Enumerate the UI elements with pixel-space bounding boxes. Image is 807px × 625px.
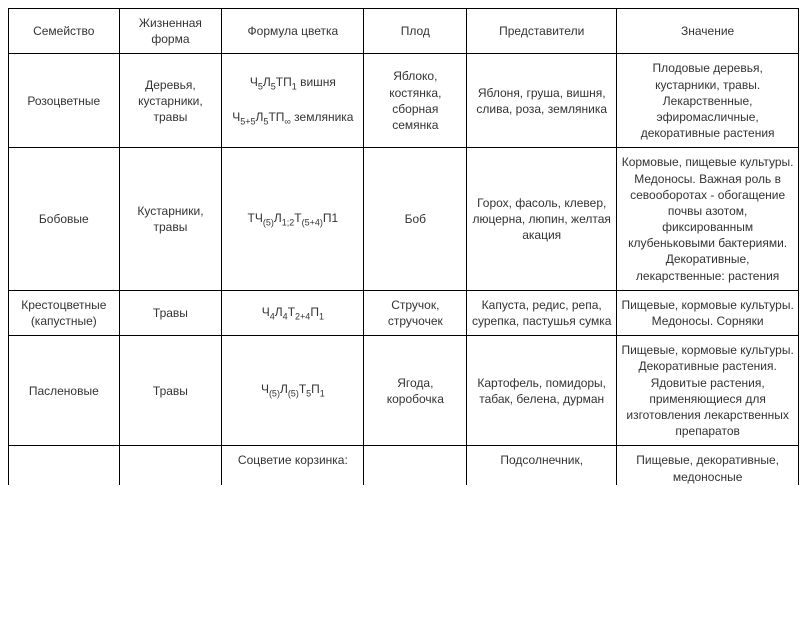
table-row: РозоцветныеДеревья, кустарники, травыЧ5Л… [9, 54, 799, 148]
cell-reps: Горох, фасоль, клевер, люцерна, люпин, ж… [467, 148, 617, 291]
table-row: Крестоцветные (капустные)ТравыЧ4Л4Т2+4П1… [9, 290, 799, 335]
cell-meaning: Плодовые деревья, кустарники, травы. Лек… [617, 54, 799, 148]
cell-reps: Подсолнечник, [467, 446, 617, 485]
col-header-meaning: Значение [617, 9, 799, 54]
cell-meaning: Пищевые, декоративные, медоносные [617, 446, 799, 485]
col-header-reps: Представители [467, 9, 617, 54]
cell-formula: ТЧ(5)Л1;2Т(5+4)П1 [222, 148, 364, 291]
cell-life-form: Травы [119, 336, 222, 446]
table-header-row: Семейство Жизненная форма Формула цветка… [9, 9, 799, 54]
col-header-formula: Формула цветка [222, 9, 364, 54]
table-row: ПасленовыеТравыЧ(5)Л(5)Т5П1Ягода, коробо… [9, 336, 799, 446]
cell-formula: Ч(5)Л(5)Т5П1 [222, 336, 364, 446]
table-wrapper: Семейство Жизненная форма Формула цветка… [8, 8, 799, 617]
cell-family [9, 446, 120, 485]
cell-fruit: Стручок, стручочек [364, 290, 467, 335]
cell-family: Розоцветные [9, 54, 120, 148]
cell-formula: Ч5Л5ТП1 вишняЧ5+5Л5ТП∞ земляника [222, 54, 364, 148]
cell-meaning: Кормовые, пищевые культуры. Медоносы. Ва… [617, 148, 799, 291]
cell-life-form [119, 446, 222, 485]
col-header-life-form: Жизненная форма [119, 9, 222, 54]
cell-fruit: Яблоко, костянка, сборная семянка [364, 54, 467, 148]
cell-meaning: Пищевые, кормовые культуры. Декоративные… [617, 336, 799, 446]
cell-reps: Яблоня, груша, вишня, слива, роза, земля… [467, 54, 617, 148]
cell-family: Бобовые [9, 148, 120, 291]
cell-fruit: Боб [364, 148, 467, 291]
cell-formula: Ч4Л4Т2+4П1 [222, 290, 364, 335]
table-row: БобовыеКустарники, травыТЧ(5)Л1;2Т(5+4)П… [9, 148, 799, 291]
col-header-fruit: Плод [364, 9, 467, 54]
cell-fruit [364, 446, 467, 485]
table-row: Соцветие корзинка: Подсолнечник,Пищевые, … [9, 446, 799, 485]
col-header-family: Семейство [9, 9, 120, 54]
table-body: РозоцветныеДеревья, кустарники, травыЧ5Л… [9, 54, 799, 485]
cell-reps: Капуста, редис, репа, сурепка, пастушья … [467, 290, 617, 335]
cell-family: Пасленовые [9, 336, 120, 446]
cell-life-form: Травы [119, 290, 222, 335]
cell-meaning: Пищевые, кормовые культуры. Медоносы. Со… [617, 290, 799, 335]
cell-formula: Соцветие корзинка: [222, 446, 364, 485]
cell-reps: Картофель, помидоры, табак, белена, дурм… [467, 336, 617, 446]
cell-family: Крестоцветные (капустные) [9, 290, 120, 335]
cell-life-form: Кустарники, травы [119, 148, 222, 291]
cell-fruit: Ягода, коробочка [364, 336, 467, 446]
plant-families-table: Семейство Жизненная форма Формула цветка… [8, 8, 799, 485]
cell-life-form: Деревья, кустарники, травы [119, 54, 222, 148]
